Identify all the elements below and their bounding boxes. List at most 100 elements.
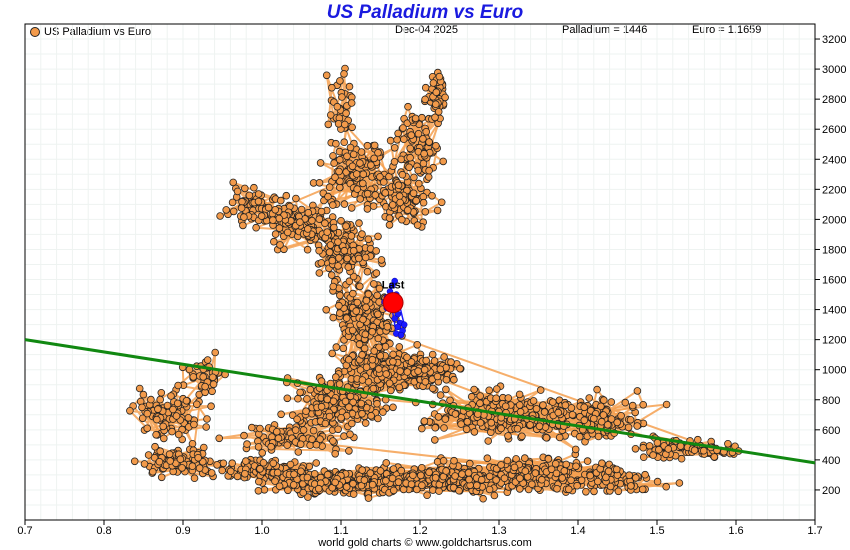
data-point [389,486,398,495]
data-point [272,427,281,436]
recent-point [397,331,405,339]
data-point [322,305,331,314]
data-point [547,465,556,474]
data-point [414,367,422,375]
data-point [332,343,341,351]
data-point [370,141,379,150]
last-point-label: Last [382,280,405,292]
data-point [228,459,237,468]
data-point [257,212,266,220]
data-point [376,351,385,360]
data-point [374,148,382,157]
data-point [362,303,370,312]
data-point [503,456,512,465]
data-point [617,411,625,420]
data-point [364,290,373,299]
data-point [126,406,134,415]
data-point [599,396,608,404]
data-point [276,196,285,205]
data-point [370,347,379,355]
data-point [435,72,444,81]
data-point [399,124,407,132]
data-point [625,471,633,480]
data-point [417,424,426,433]
data-point [269,459,278,468]
data-point [374,414,382,423]
data-point [240,213,248,221]
data-point [396,367,404,375]
data-point [202,423,211,431]
data-point [535,422,544,431]
data-point [418,113,426,122]
data-point [168,427,176,436]
data-point [455,486,463,495]
data-point [229,178,238,187]
data-point [439,157,448,166]
data-point [631,444,640,453]
data-point [291,426,300,434]
data-point [157,388,166,397]
data-point [138,414,147,423]
data-point [347,419,356,428]
data-point [425,468,433,477]
data-point [346,143,355,152]
data-point [256,424,264,433]
data-point [431,100,440,108]
palladium-readout: Palladium = 1446 [562,24,648,36]
data-point [342,483,351,491]
data-point [323,395,332,404]
data-point [421,377,430,386]
data-point [308,216,316,225]
data-point [389,465,398,473]
data-point [216,212,224,220]
data-point [532,404,541,413]
data-point [335,380,344,388]
data-point [330,223,338,232]
data-point [242,457,250,465]
data-point [515,390,524,399]
data-point [432,88,441,96]
data-point [407,358,416,366]
data-point [188,462,197,471]
data-point [325,412,334,421]
y-tick-label: 200 [822,485,840,497]
data-point [358,409,366,418]
data-point [561,401,570,410]
data-point [241,184,249,193]
data-point [693,435,702,444]
data-point [504,394,513,402]
data-point [312,440,321,449]
data-point [440,353,448,361]
euro-readout: Euro = 1.1659 [692,24,762,36]
data-point [172,412,181,420]
data-point [425,166,433,175]
data-point [358,466,367,474]
data-point [169,405,177,414]
data-point [239,221,247,230]
data-point [362,363,371,372]
data-point [254,443,263,451]
data-point [470,428,479,436]
data-point [602,473,610,482]
data-point [364,235,373,244]
data-point [304,493,312,501]
data-point [348,123,356,132]
data-point [376,467,385,475]
data-point [421,95,429,104]
data-point [349,289,357,298]
data-point [552,469,561,478]
data-point [347,204,356,212]
data-point [537,475,546,484]
data-point [675,479,684,487]
data-point [203,415,211,423]
data-point [254,477,263,486]
data-point [343,152,351,161]
data-point [274,434,283,443]
data-point [516,474,524,483]
data-point [633,422,641,430]
chart-footer: world gold charts © www.goldchartsrus.co… [318,537,532,549]
data-point [310,469,319,478]
data-point [195,464,204,472]
data-point [593,385,601,394]
data-point [340,138,349,147]
